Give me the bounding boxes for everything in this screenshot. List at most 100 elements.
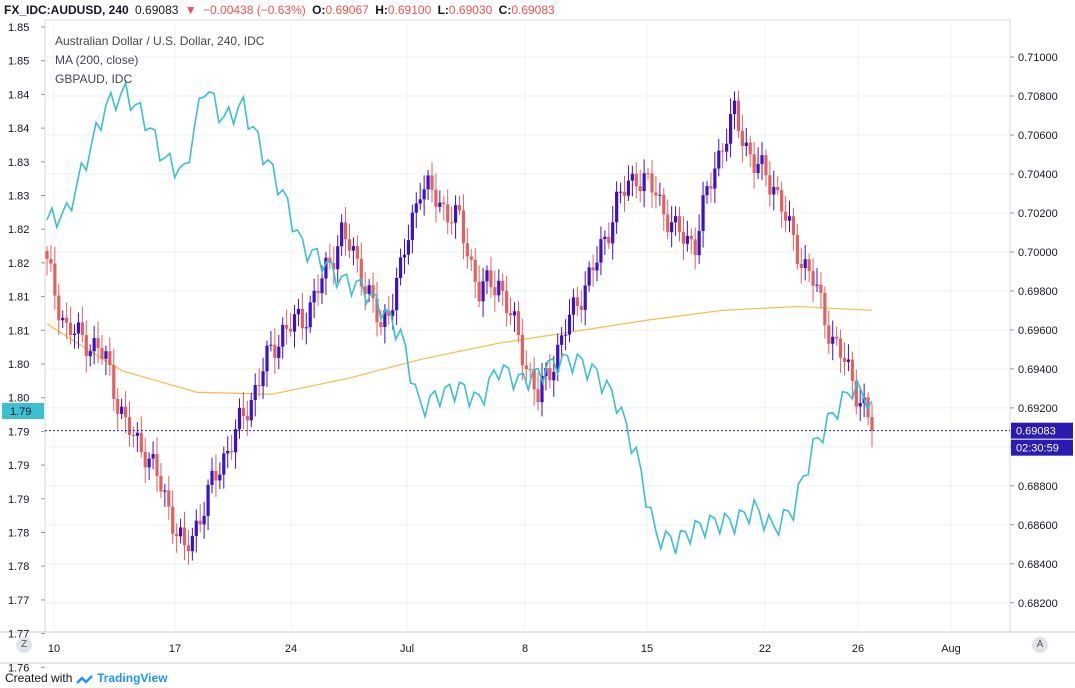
candle-body	[233, 429, 238, 453]
candle-body	[607, 236, 611, 244]
candle-body	[626, 180, 631, 196]
candle-body	[630, 173, 634, 181]
candle	[819, 272, 823, 309]
candle-body	[760, 155, 764, 164]
candle	[442, 195, 446, 221]
candle-body	[241, 407, 246, 416]
candle-body	[190, 535, 194, 552]
candle-body	[383, 310, 387, 327]
candle-body	[379, 322, 383, 327]
candle-body	[681, 232, 686, 244]
candle-body	[226, 450, 230, 454]
candle	[469, 249, 473, 272]
tradingview-logo-icon	[75, 674, 94, 684]
candle	[512, 302, 517, 332]
candle-body	[677, 216, 682, 233]
candle	[831, 320, 835, 361]
candle	[803, 244, 807, 281]
candle	[846, 344, 851, 372]
open-value: 0.69067	[325, 3, 369, 17]
candle	[363, 272, 367, 311]
time-tick-label: 15	[641, 643, 653, 655]
candle	[178, 518, 183, 544]
candle	[453, 195, 458, 239]
candle	[697, 214, 701, 264]
candle	[430, 162, 434, 203]
candle-body	[721, 150, 725, 152]
candle-body	[642, 173, 646, 192]
candle	[677, 206, 682, 242]
candle	[532, 356, 536, 406]
candle	[45, 246, 49, 276]
candle-body	[292, 314, 297, 332]
right-tick-label: 0.70000	[1018, 247, 1058, 259]
candle	[304, 312, 308, 345]
right-tick-label: 0.68800	[1018, 481, 1058, 493]
candle	[316, 274, 320, 306]
candle	[434, 173, 438, 223]
footer-credit: Created with TradingView	[5, 671, 168, 685]
candle-body	[288, 328, 293, 332]
candle	[481, 267, 485, 317]
candle	[100, 334, 104, 365]
candle-body	[222, 453, 226, 475]
candle	[516, 301, 521, 343]
symbol-label[interactable]: FX_IDC:AUDUSD, 240	[4, 3, 129, 17]
candle-body	[552, 372, 556, 381]
candle	[473, 248, 477, 299]
candle	[493, 270, 497, 312]
legend-main-series[interactable]: Australian Dollar / U.S. Dollar, 240, ID…	[55, 34, 265, 48]
candle	[127, 401, 132, 447]
candle	[328, 243, 332, 270]
candle-body	[505, 290, 509, 314]
candle-body	[277, 346, 281, 358]
candle	[835, 326, 839, 346]
auto-scale-button[interactable]: A	[1032, 637, 1048, 653]
candle-body	[854, 380, 858, 407]
plot-frame	[44, 19, 1011, 633]
tradingview-brand[interactable]: TradingView	[97, 671, 168, 685]
candle-body	[744, 142, 748, 146]
candle	[418, 182, 422, 211]
candle-body	[438, 202, 442, 207]
down-arrow-icon: ▼	[184, 3, 197, 17]
candle	[508, 297, 513, 326]
candle-body	[697, 230, 701, 256]
candle-body	[772, 186, 776, 195]
price-change: −0.00438 (−0.63%)	[203, 3, 306, 17]
candle-body	[206, 484, 210, 516]
candle-body	[756, 163, 760, 174]
candle	[347, 223, 352, 258]
candle-body	[646, 173, 650, 175]
candle	[285, 309, 289, 345]
candle	[740, 114, 744, 163]
candle-body	[725, 143, 729, 152]
legend-ma200[interactable]: MA (200, close)	[55, 53, 139, 67]
candle-body	[811, 271, 815, 286]
legend-gbpaud[interactable]: GBPAUD, IDC	[55, 72, 133, 86]
candle-body	[501, 280, 505, 291]
candle-body	[343, 222, 348, 240]
candle-body	[831, 336, 835, 344]
last-price-label: 0.69083	[1016, 426, 1056, 438]
candle	[300, 292, 304, 340]
candle-body	[391, 310, 395, 316]
candle-body	[540, 376, 544, 403]
candle-body	[371, 285, 375, 299]
candle-body	[477, 281, 481, 302]
candle	[477, 265, 481, 308]
candle-body	[194, 520, 198, 536]
left-tick-label: 1.85	[8, 22, 29, 34]
candle-body	[563, 334, 568, 336]
close-value: 0.69083	[511, 3, 555, 17]
time-axis: 10 17 24 Jul 8 15 22 26 Aug	[48, 643, 961, 655]
candle-body	[253, 385, 257, 401]
candle-body	[764, 155, 768, 176]
candle	[312, 278, 316, 319]
candle-body	[485, 270, 489, 282]
candle-body	[410, 212, 414, 241]
zoom-reset-button[interactable]: Z	[16, 637, 32, 653]
candle-body	[473, 259, 477, 282]
gbpaud-last-badge	[2, 403, 44, 419]
